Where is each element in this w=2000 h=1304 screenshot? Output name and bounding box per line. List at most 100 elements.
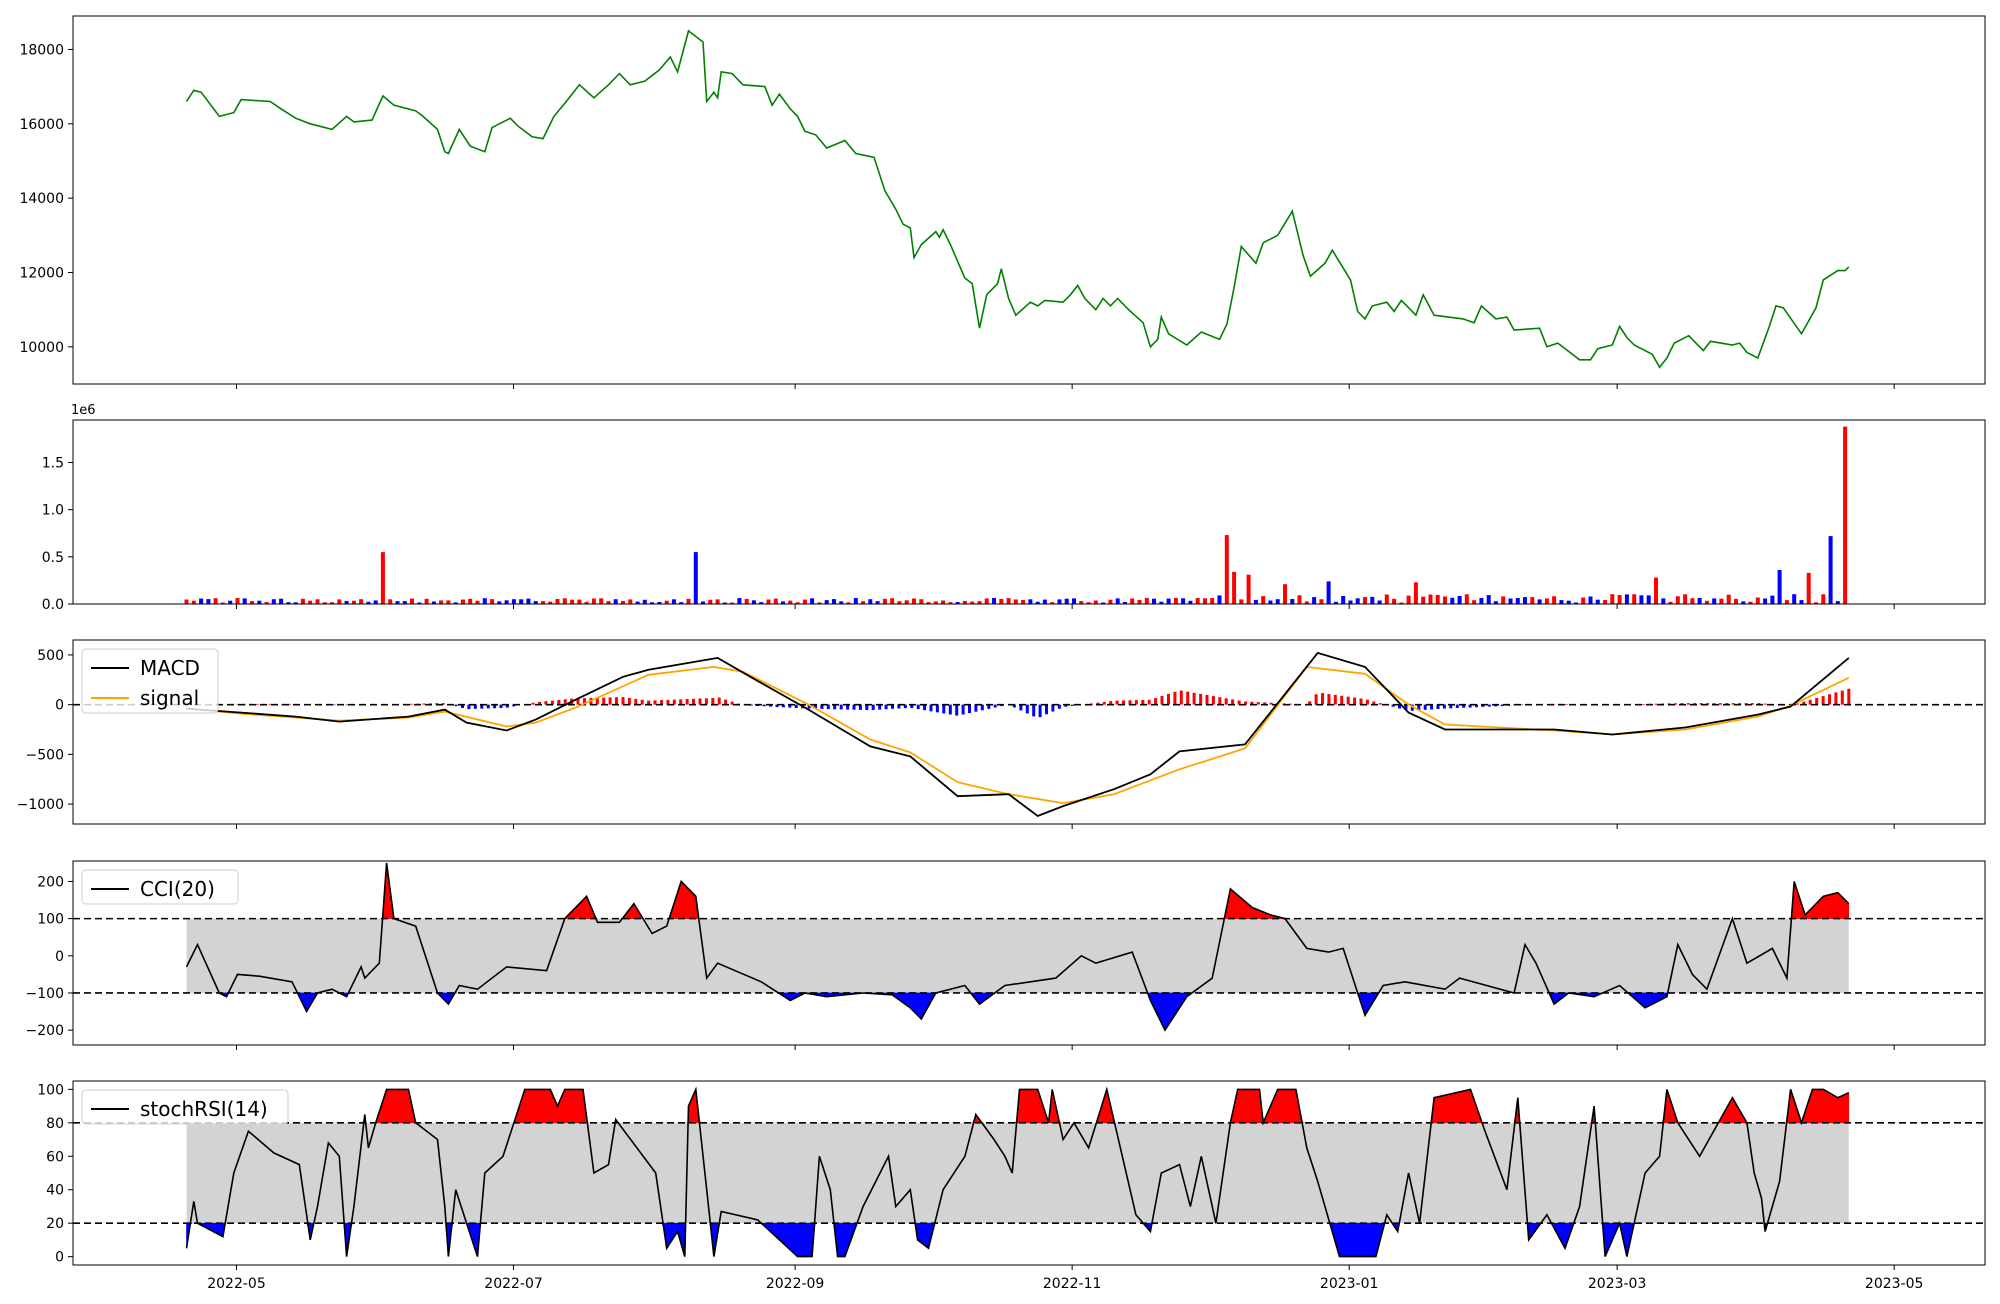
volume-bar: [832, 599, 836, 604]
volume-bar: [781, 601, 785, 604]
macd-histogram-bar: [929, 704, 933, 712]
macd-histogram-bar: [1423, 704, 1427, 710]
macd-histogram-bar: [1462, 704, 1466, 708]
macd-histogram-bar: [916, 704, 920, 710]
macd-histogram-bar: [1564, 704, 1568, 705]
volume-bar: [1566, 600, 1571, 604]
volume-bar: [1021, 600, 1026, 604]
volume-bar: [1457, 596, 1462, 604]
macd-histogram-bar: [332, 704, 336, 706]
macd-histogram-bar: [807, 704, 811, 709]
price-panel: 10000 12000 14000 16000 18000: [19, 15, 1986, 385]
volume-bar: [1013, 599, 1018, 604]
volume-bar: [1559, 600, 1564, 604]
volume-bar: [1232, 571, 1237, 604]
volume-bar: [802, 599, 807, 604]
macd-histogram-bar: [1519, 704, 1523, 706]
macd-histogram-bar: [531, 702, 535, 705]
volume-bar: [1712, 598, 1717, 604]
macd-histogram-bar: [839, 704, 843, 710]
volume-bar: [1363, 597, 1367, 604]
cci-frame: [72, 860, 1986, 1046]
macd-histogram-bar: [961, 704, 965, 715]
macd-histogram-bar: [1128, 700, 1132, 705]
macd-histogram-bar: [820, 704, 824, 709]
price-plot-area: [73, 16, 1985, 384]
volume-bar: [1595, 599, 1600, 604]
macd-histogram-bar: [1751, 703, 1754, 705]
volume-bar: [824, 600, 829, 604]
macd-histogram-bar: [1032, 704, 1036, 717]
volume-bar: [1144, 597, 1149, 604]
cci-ytick-label: 200: [37, 874, 64, 890]
macd-histogram-bar: [711, 698, 715, 705]
volume-bar: [970, 601, 975, 604]
macd-histogram-bar: [935, 704, 939, 713]
volume-bar: [1617, 595, 1622, 604]
macd-histogram-bar: [1231, 699, 1235, 705]
volume-ytick-label: 1.5: [42, 455, 64, 471]
macd-histogram-bar: [878, 704, 882, 710]
volume-bar: [1814, 602, 1818, 604]
volume-bar: [584, 601, 589, 604]
macd-histogram-bar: [608, 697, 612, 705]
macd-histogram-bar: [409, 703, 413, 705]
volume-bar: [1166, 598, 1171, 604]
volume-bar: [366, 601, 371, 604]
macd-histogram-bar: [268, 703, 272, 705]
volume-bar: [1821, 594, 1826, 604]
x-axis: 2022-05 2022-07 2022-09 2022-11 2023-01 2023-…: [207, 384, 1923, 1292]
volume-bar: [1675, 596, 1680, 604]
volume-bar: [1115, 598, 1120, 604]
volume-bar: [431, 601, 436, 604]
volume-ytick-label: 0.0: [42, 597, 64, 613]
volume-bar: [577, 599, 582, 604]
macd-histogram-bar: [467, 704, 471, 710]
volume-bar: [1654, 577, 1658, 604]
x-tick-label: 2022-09: [766, 1276, 825, 1292]
volume-bar: [897, 601, 902, 604]
volume-bar: [657, 602, 662, 604]
volume-bar: [1435, 594, 1440, 604]
volume-bar: [315, 599, 320, 604]
macd-histogram-bar: [1500, 704, 1504, 707]
volume-bar: [933, 601, 938, 604]
macd-histogram-bar: [1109, 701, 1113, 705]
volume-offset-label: 1e6: [71, 403, 96, 418]
volume-bar: [650, 602, 655, 604]
volume-bar: [1828, 536, 1833, 604]
volume-bar: [882, 598, 887, 604]
macd-histogram-bar: [1346, 696, 1350, 705]
volume-bar: [1581, 597, 1586, 604]
macd-histogram-bar: [563, 699, 567, 705]
volume-bar: [664, 600, 669, 604]
volume-bar: [439, 600, 444, 604]
macd-histogram-bar: [602, 697, 606, 705]
macd-histogram-bar: [634, 698, 638, 705]
volume-bar: [708, 599, 713, 604]
macd-histogram-bar: [1179, 690, 1183, 705]
volume-bar: [1668, 601, 1673, 604]
volume-bar: [533, 601, 538, 604]
macd-histogram-bar: [948, 704, 952, 715]
macd-histogram-bar: [1353, 697, 1357, 705]
macd-histogram-bar: [473, 704, 477, 709]
macd-histogram-bar: [345, 704, 349, 706]
macd-histogram-bar: [1378, 703, 1382, 705]
volume-bar: [511, 599, 516, 604]
volume-bar: [1784, 600, 1789, 604]
volume-bar: [1399, 602, 1404, 604]
macd-histogram-bar: [493, 704, 497, 709]
volume-bar: [1348, 600, 1353, 604]
macd-histogram-bar: [1674, 703, 1677, 705]
macd-histogram-bar: [993, 704, 997, 708]
volume-bar: [919, 599, 924, 604]
volume-bar: [679, 602, 684, 604]
cci-line: [185, 862, 1850, 1032]
macd-histogram-bar: [672, 699, 676, 705]
macd-histogram-bar: [1417, 704, 1421, 711]
volume-bar: [446, 600, 451, 604]
stochrsi-ytick-label: 100: [37, 1082, 64, 1098]
macd-histogram-bar: [1686, 703, 1690, 705]
volume-bar: [1224, 535, 1229, 604]
